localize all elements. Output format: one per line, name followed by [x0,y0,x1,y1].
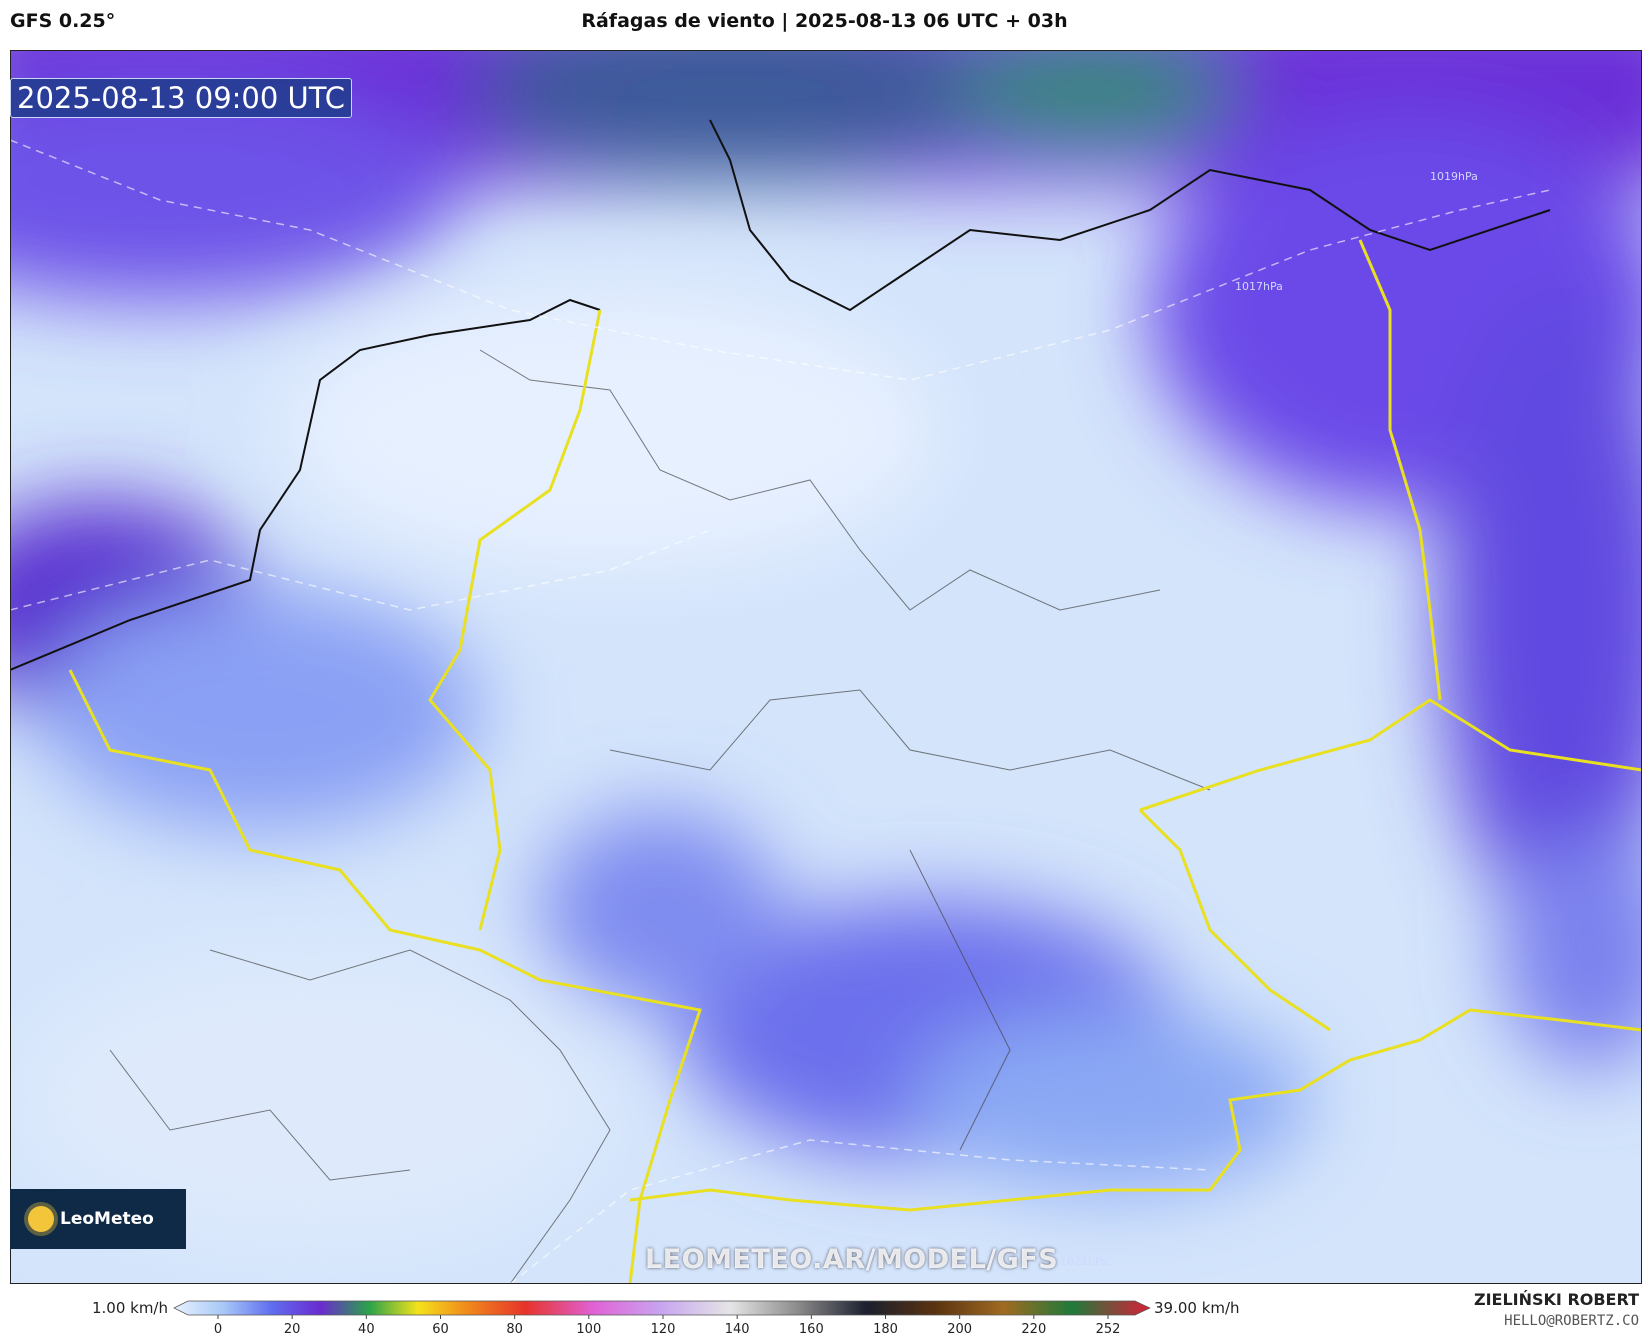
watermark: LEOMETEO.AR/MODEL/GFS [645,1244,1059,1275]
map: 1019hPa 1017hPa 1021hPa [10,50,1642,1284]
colorbar-tick-label: 20 [284,1322,301,1337]
isobar-label: 1017hPa [1235,280,1283,293]
isobar-label: 1021hPa [1060,1255,1108,1268]
isobar-label: 1019hPa [1430,170,1478,183]
coastline [10,119,1551,671]
logo-icon [28,1206,54,1232]
colorbar-tick-label: 200 [947,1322,972,1337]
colorbar-bar [173,1300,1151,1316]
model-label: GFS 0.25° [10,10,116,32]
logo-text: LeoMeteo [60,1209,154,1229]
colorbar-tick-label: 40 [358,1322,375,1337]
colorbar-tick-label: 0 [214,1322,222,1337]
isobars [10,139,1551,1284]
colorbar: 1.00 km/h 39.00 km/h 0 20 40 60 80 100 120 140 1… [92,1299,1240,1337]
map-title: Ráfagas de viento | 2025-08-13 06 UTC + … [581,10,1068,32]
author-email: HELLO@ROBERTZ.CO [1504,1313,1639,1329]
map-frame [10,50,1642,1284]
country-borders [68,239,1642,1284]
colorbar-tick-label: 160 [799,1322,824,1337]
author-name: ZIELIŃSKI ROBERT [1473,1290,1639,1309]
colorbar-tick-label: 220 [1021,1322,1046,1337]
colorbar-tick-label: 140 [725,1322,750,1337]
colorbar-max-label: 39.00 km/h [1154,1299,1240,1317]
colorbar-tick-label: 252 [1096,1322,1121,1337]
timestamp: 2025-08-13 09:00 UTC [10,78,353,118]
colorbar-tick-label: 80 [506,1322,523,1337]
colorbar-tick-label: 100 [576,1322,601,1337]
colorbar-min-label: 1.00 km/h [92,1299,168,1317]
colorbar-tick-label: 180 [873,1322,898,1337]
colorbar-tick-label: 120 [651,1322,676,1337]
logo: LeoMeteo [10,1189,186,1249]
colorbar-tick-label: 60 [432,1322,449,1337]
